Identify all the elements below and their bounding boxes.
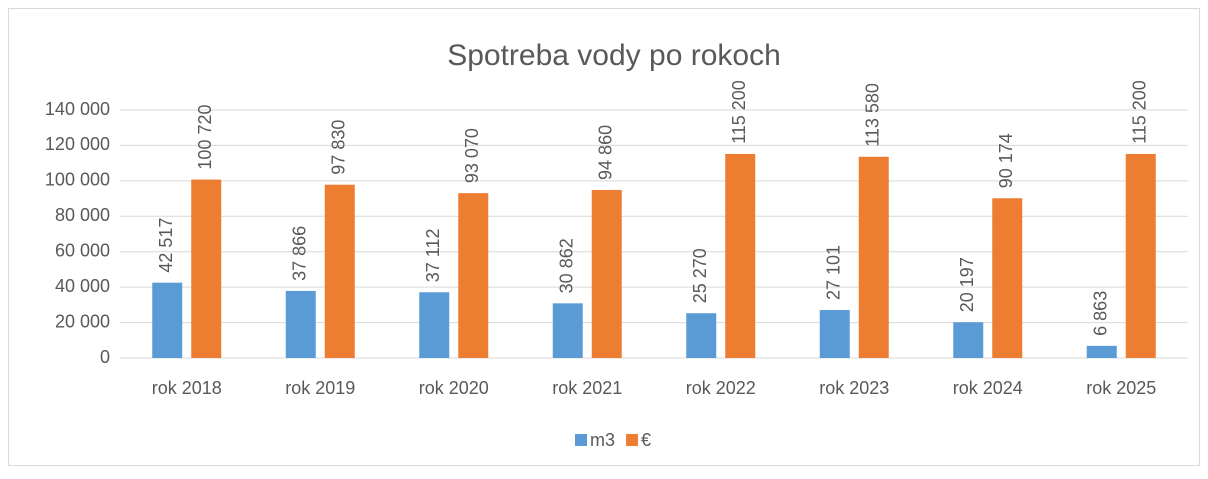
x-tick-label: rok 2019: [285, 378, 355, 398]
y-tick-label: 0: [100, 347, 110, 367]
bar: [953, 322, 984, 358]
bar: [324, 184, 355, 358]
y-tick-label: 80 000: [55, 205, 110, 225]
data-label: 90 174: [996, 133, 1016, 188]
bar: [1125, 153, 1156, 358]
data-label: 113 580: [863, 83, 883, 147]
y-tick-label: 40 000: [55, 276, 110, 296]
bar: [285, 290, 316, 358]
data-label: 115 200: [1130, 80, 1150, 144]
bar: [1086, 345, 1117, 358]
data-label: 20 197: [957, 257, 977, 312]
bar: [686, 313, 717, 358]
bar: [591, 189, 622, 358]
data-label: 94 860: [596, 125, 616, 180]
data-label: 37 866: [290, 226, 310, 281]
x-tick-label: rok 2018: [152, 378, 222, 398]
chart-title: Spotreba vody po rokoch: [447, 39, 781, 72]
data-label: 115 200: [729, 80, 749, 144]
y-tick-label: 140 000: [45, 99, 110, 119]
y-tick-label: 120 000: [45, 134, 110, 154]
bar: [458, 193, 489, 358]
data-label: 25 270: [690, 248, 710, 303]
bar: [819, 309, 850, 358]
data-label: 97 830: [329, 120, 349, 175]
x-tick-label: rok 2024: [953, 378, 1023, 398]
x-tick-label: rok 2020: [419, 378, 489, 398]
data-label: 6 863: [1091, 291, 1111, 336]
bar: [992, 198, 1023, 358]
bar: [191, 179, 222, 358]
bar: [858, 156, 889, 358]
data-label: 100 720: [195, 105, 215, 170]
legend-swatch: [626, 434, 639, 446]
data-label: 27 101: [824, 245, 844, 300]
y-tick-label: 20 000: [55, 311, 110, 331]
x-tick-label: rok 2023: [819, 378, 889, 398]
bar: [419, 292, 450, 358]
data-label: 30 862: [557, 238, 577, 293]
x-tick-label: rok 2021: [552, 378, 622, 398]
legend-label: m3: [590, 430, 615, 450]
x-tick-label: rok 2022: [686, 378, 756, 398]
y-tick-label: 100 000: [45, 170, 110, 190]
legend-label: €: [641, 430, 651, 450]
x-tick-label: rok 2025: [1086, 378, 1156, 398]
data-label: 93 070: [462, 128, 482, 183]
bar: [725, 153, 756, 358]
bar: [152, 282, 183, 358]
bar: [552, 303, 583, 358]
data-label: 42 517: [156, 218, 176, 273]
y-tick-label: 60 000: [55, 240, 110, 260]
legend-swatch: [575, 434, 587, 446]
data-label: 37 112: [423, 229, 443, 283]
